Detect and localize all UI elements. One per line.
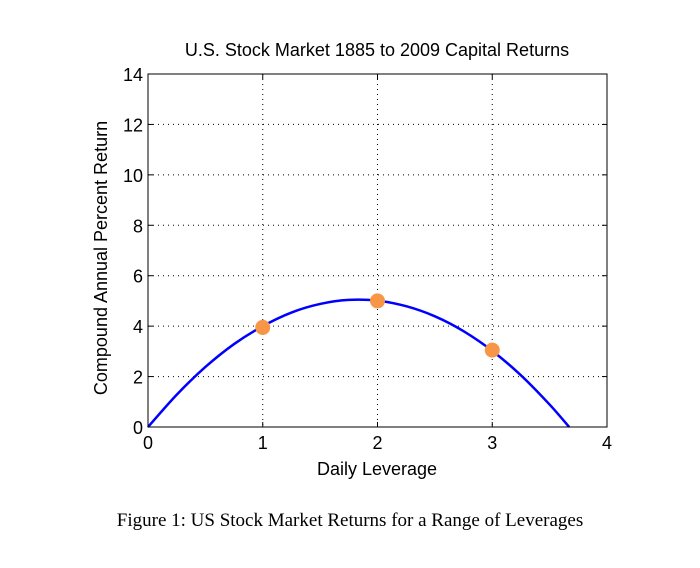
y-tick-label: 4 bbox=[133, 317, 143, 337]
y-axis-label: Compound Annual Percent Return bbox=[91, 121, 111, 395]
y-tick-label: 0 bbox=[133, 418, 143, 438]
y-tick-label: 12 bbox=[123, 115, 143, 135]
x-tick-label: 2 bbox=[372, 433, 382, 453]
curve-series bbox=[147, 298, 571, 428]
data-point bbox=[255, 319, 271, 335]
x-tick-label: 3 bbox=[487, 433, 497, 453]
y-tick-label: 10 bbox=[123, 166, 143, 186]
x-tick-label: 4 bbox=[602, 433, 612, 453]
x-ticks: 0 1 2 3 4 bbox=[143, 74, 612, 453]
y-tick-label: 8 bbox=[133, 216, 143, 236]
y-tick-label: 14 bbox=[123, 65, 143, 85]
y-tick-label: 2 bbox=[133, 368, 143, 388]
curve-line bbox=[147, 298, 571, 428]
x-axis-label: Daily Leverage bbox=[317, 459, 437, 479]
points-series bbox=[255, 293, 500, 358]
figure-caption: Figure 1: US Stock Market Returns for a … bbox=[116, 510, 584, 531]
y-tick-label: 6 bbox=[133, 267, 143, 287]
x-tick-label: 0 bbox=[143, 433, 153, 453]
grid bbox=[148, 74, 607, 427]
data-point bbox=[484, 342, 500, 358]
chart-title: U.S. Stock Market 1885 to 2009 Capital R… bbox=[185, 40, 569, 60]
x-tick-label: 1 bbox=[258, 433, 268, 453]
data-point bbox=[370, 293, 385, 309]
y-ticks: 0 2 4 6 8 10 12 14 bbox=[123, 65, 607, 438]
